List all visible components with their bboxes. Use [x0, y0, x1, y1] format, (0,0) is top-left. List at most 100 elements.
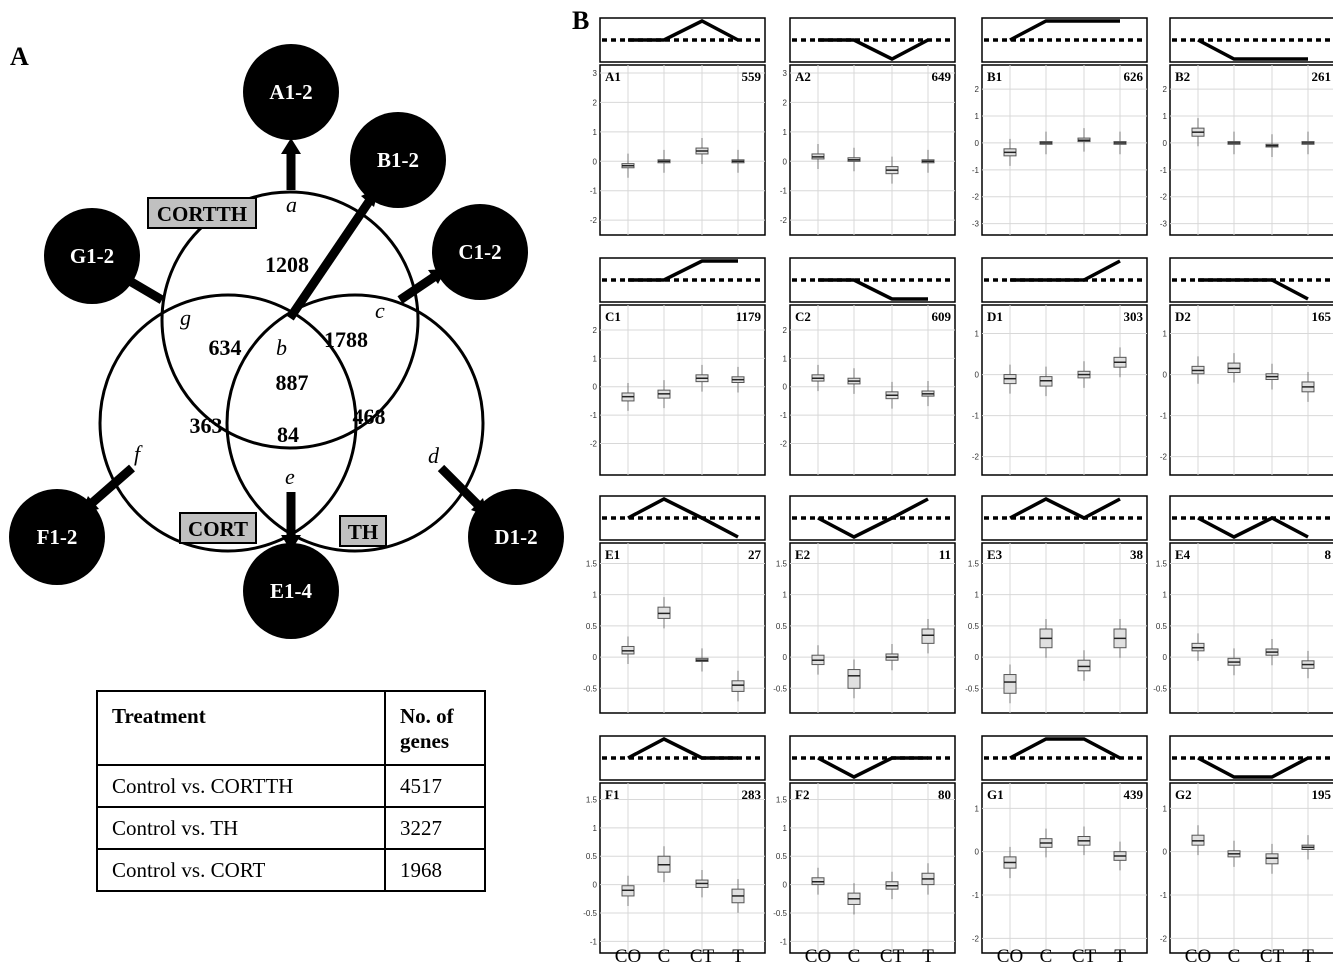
- y-tick-label: -1: [780, 187, 788, 196]
- y-tick-label: 0: [1163, 653, 1168, 662]
- cluster-count-label: 38: [1130, 547, 1144, 562]
- cluster-id-label: F2: [795, 787, 809, 802]
- y-tick-label: 1.5: [1156, 559, 1168, 568]
- cluster-id-label: B1: [987, 69, 1002, 84]
- y-tick-label: -0.5: [773, 909, 787, 918]
- region-letter-a: a: [286, 192, 297, 217]
- y-tick-label: 0: [783, 653, 788, 662]
- table-cell-genes: 4517: [384, 764, 486, 808]
- pattern-line: [817, 756, 928, 779]
- y-tick-label: 1: [783, 824, 788, 833]
- cluster-count-label: 1179: [736, 309, 762, 324]
- set-tag-cort: [179, 512, 257, 544]
- y-tick-label: -2: [780, 439, 788, 448]
- y-tick-label: 3: [783, 69, 788, 78]
- region-letter-g: g: [180, 305, 191, 330]
- node-a: [243, 44, 339, 140]
- x-category-label: CT: [690, 946, 715, 965]
- cluster-count-label: 609: [932, 309, 952, 324]
- region-letter-d: d: [428, 443, 440, 468]
- cluster-panel: 3 2 1 0 -1 -2 A1 559: [590, 17, 766, 236]
- x-category-label: T: [922, 946, 934, 965]
- x-category-label: CT: [880, 946, 905, 965]
- y-tick-label: 1: [593, 128, 598, 137]
- cluster-panel: 1 0 -1 -2 G1 439: [972, 735, 1148, 954]
- region-count-a: 1208: [265, 252, 309, 277]
- y-tick-label: -2: [590, 439, 598, 448]
- cluster-id-label: B2: [1175, 69, 1190, 84]
- cluster-panel: 3 2 1 0 -1 -2 A2 649: [780, 17, 956, 236]
- cluster-id-label: D2: [1175, 309, 1191, 324]
- x-category-label: CO: [615, 946, 641, 965]
- boxplot-frame: [789, 542, 956, 714]
- box: [921, 628, 935, 644]
- cluster-panel: 1.5 1 0.5 0 -0.5 E4 8: [1153, 495, 1333, 714]
- y-tick-label: -2: [590, 216, 598, 225]
- pattern-line: [1009, 19, 1120, 42]
- pattern-frame: [789, 257, 956, 303]
- y-tick-label: 0: [593, 157, 598, 166]
- y-tick-label: -3: [1160, 220, 1168, 229]
- y-tick-label: 3: [593, 69, 598, 78]
- node-label-f: F1-2: [37, 525, 78, 549]
- table-cell-genes: 3227: [384, 806, 486, 850]
- table-cell-treatment: Control vs. CORT: [96, 848, 386, 892]
- node-b: [350, 112, 446, 208]
- y-tick-label: 0: [593, 653, 598, 662]
- y-tick-label: -2: [1160, 934, 1168, 943]
- table-row: Control vs. CORTTH 4517: [96, 764, 486, 808]
- x-category-label: C: [658, 946, 671, 965]
- cluster-id-label: F1: [605, 787, 619, 802]
- cluster-panel: 2 1 0 -1 -2 -3 B2 261: [1160, 17, 1333, 236]
- region-letter-b: b: [276, 335, 287, 360]
- y-tick-label: 0: [783, 157, 788, 166]
- arrow-f: [89, 464, 135, 507]
- region-letter-f: f: [134, 441, 143, 466]
- node-label-g: G1-2: [70, 244, 114, 268]
- pattern-line: [628, 19, 739, 42]
- y-tick-label: 1.5: [776, 796, 788, 805]
- cluster-panel: 1.5 1 0.5 0 -0.5 E3 38: [965, 495, 1148, 714]
- set-label-cortth: CORTTH: [157, 202, 247, 226]
- y-tick-label: 1: [975, 112, 980, 121]
- y-tick-label: 0: [593, 383, 598, 392]
- cluster-panel: 2 1 0 -1 -2 C2 609: [780, 257, 956, 476]
- region-letter-e: e: [285, 464, 295, 489]
- box: [731, 680, 745, 692]
- y-tick-label: 1: [593, 824, 598, 833]
- pattern-line: [628, 259, 738, 282]
- y-tick-label: -2: [972, 934, 980, 943]
- region-count-e: 84: [277, 422, 299, 447]
- node-label-d: D1-2: [494, 525, 537, 549]
- y-tick-label: 1: [593, 591, 598, 600]
- gene-count-table: Treatment No. of genes Control vs. CORTT…: [96, 690, 486, 892]
- cluster-count-label: 303: [1124, 309, 1144, 324]
- pattern-frame: [1169, 495, 1333, 541]
- y-tick-label: 0.5: [1156, 622, 1168, 631]
- y-tick-label: 2: [1163, 85, 1168, 94]
- y-tick-label: -1: [972, 166, 980, 175]
- y-tick-label: -1: [1160, 166, 1168, 175]
- pattern-line: [1197, 516, 1309, 539]
- set-circle-th: [225, 293, 485, 553]
- node-d: [468, 489, 564, 585]
- cluster-count-label: 80: [938, 787, 951, 802]
- pattern-frame: [1169, 17, 1333, 63]
- cluster-id-label: E1: [605, 547, 620, 562]
- y-tick-label: 1: [783, 128, 788, 137]
- x-category-label: T: [1114, 946, 1126, 965]
- boxplot-frame: [599, 782, 766, 954]
- y-tick-label: -1: [590, 937, 598, 946]
- node-label-a: A1-2: [269, 80, 312, 104]
- arrow-c: [397, 273, 437, 304]
- x-category-label: T: [1302, 946, 1314, 965]
- cluster-count-label: 649: [932, 69, 952, 84]
- y-tick-label: 0: [1163, 848, 1168, 857]
- arrow-g: [125, 276, 165, 304]
- pattern-line: [1198, 278, 1309, 301]
- table-cell-treatment: Control vs. TH: [96, 806, 386, 850]
- y-tick-label: -2: [972, 193, 980, 202]
- set-tag-cortth: [147, 197, 257, 229]
- boxplot-frame: [599, 64, 766, 236]
